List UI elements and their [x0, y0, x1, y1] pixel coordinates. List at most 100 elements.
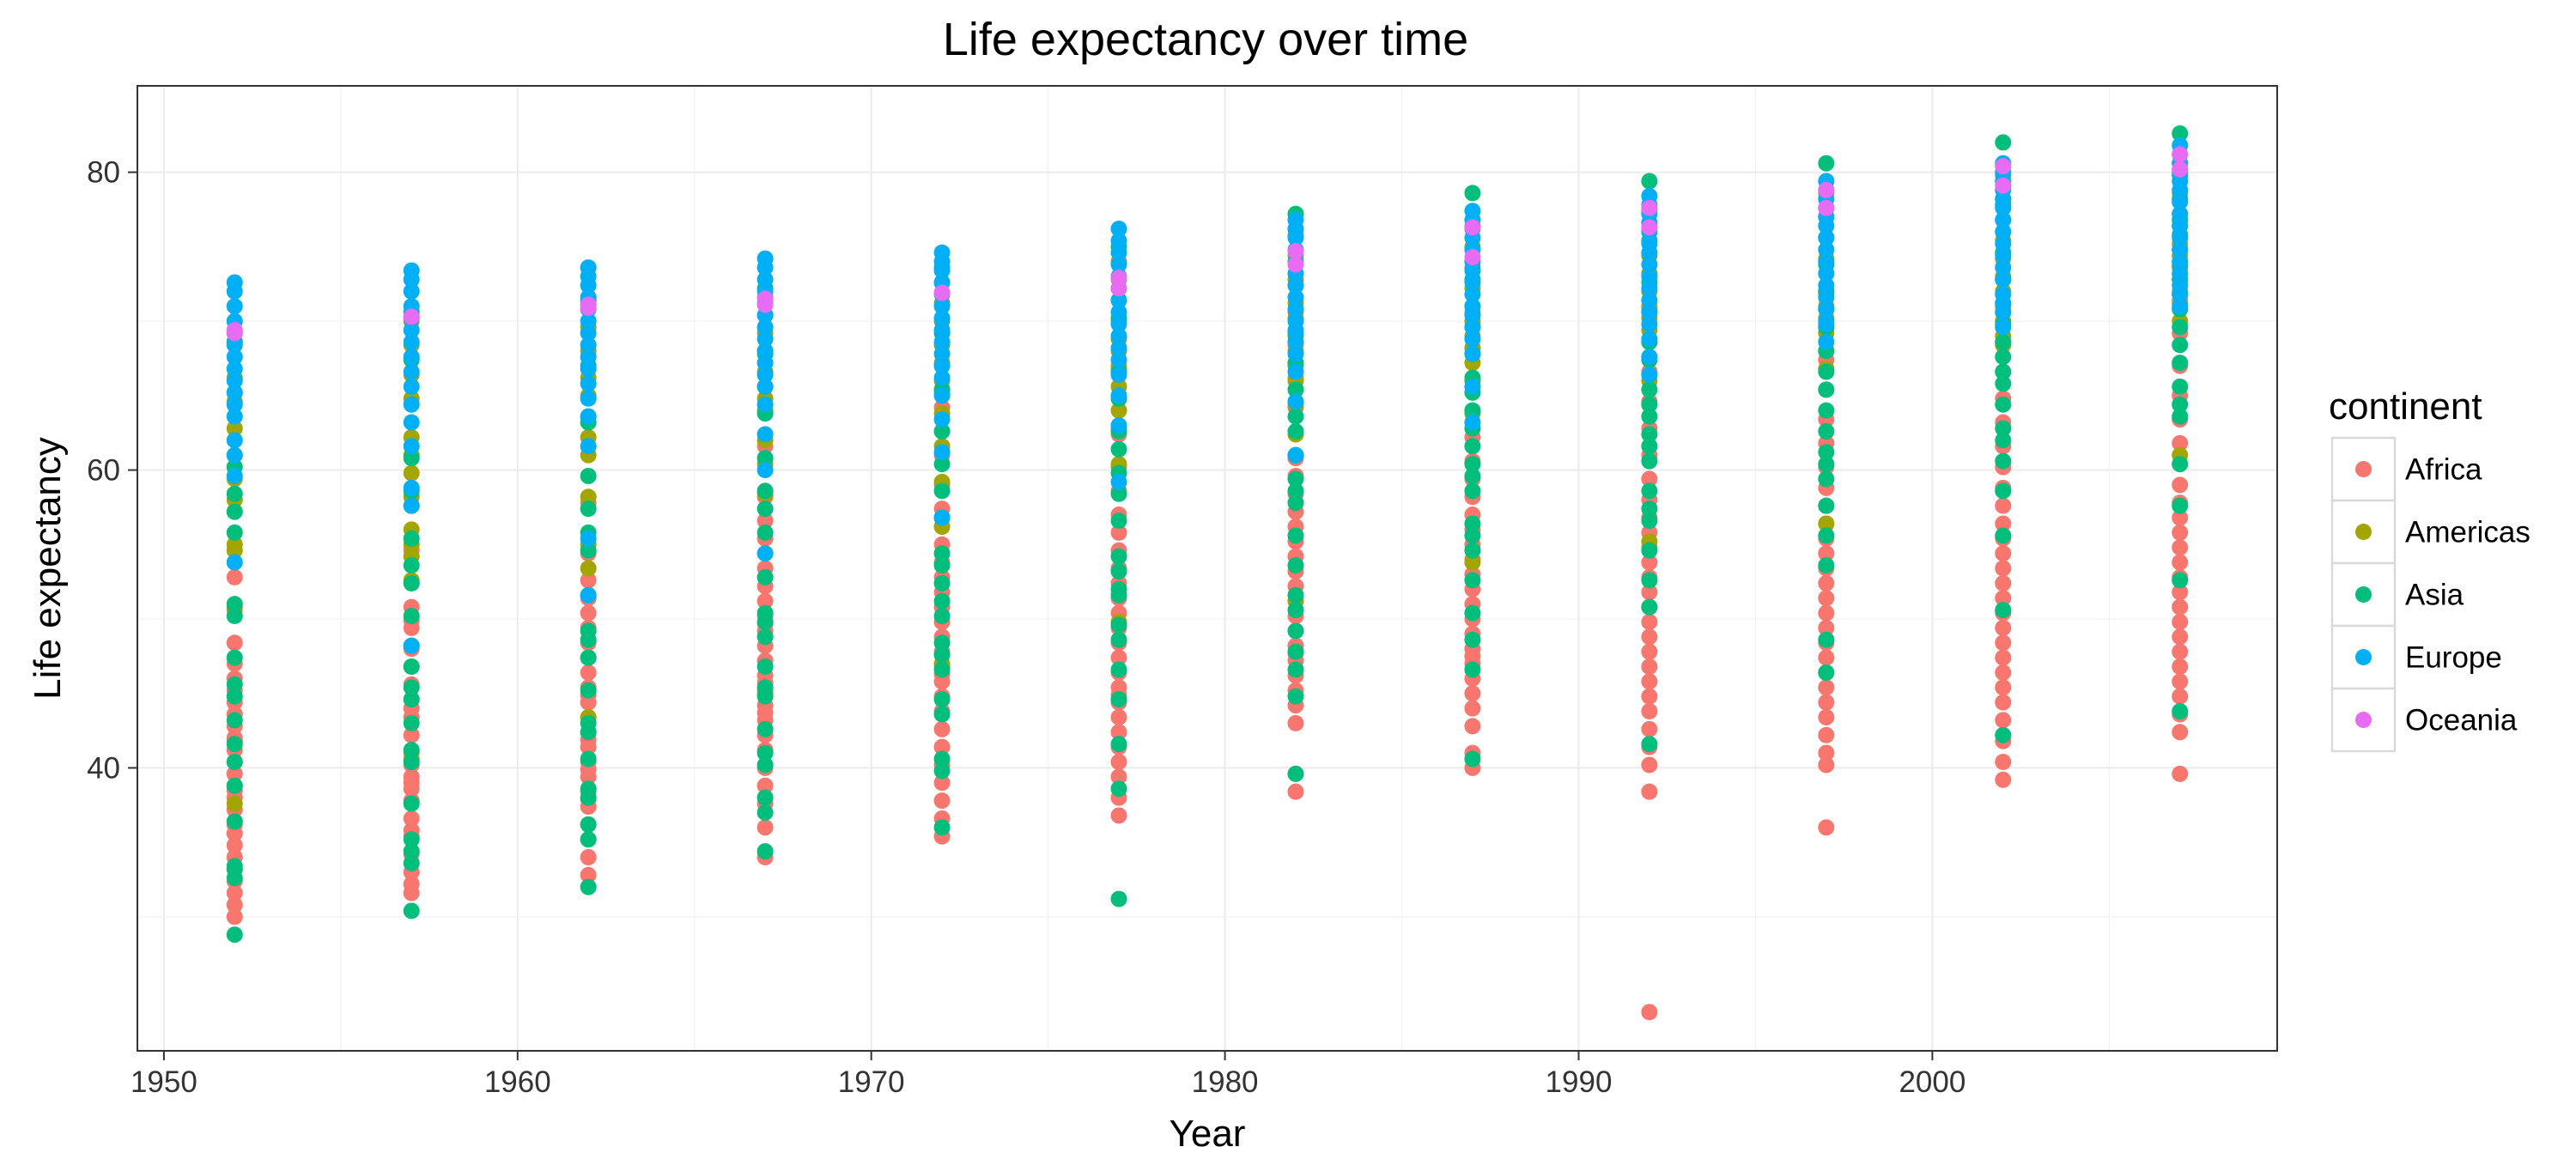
point-europe: [403, 438, 420, 455]
point-asia: [2172, 572, 2189, 589]
point-asia: [1641, 381, 1658, 398]
point-europe: [756, 367, 774, 384]
point-asia: [1464, 542, 1481, 559]
point-africa: [1995, 712, 2012, 729]
data-points: [226, 125, 2189, 1021]
point-asia: [1287, 661, 1304, 678]
point-asia: [1641, 396, 1658, 413]
point-asia: [403, 574, 420, 592]
point-europe: [933, 262, 951, 279]
point-africa: [580, 849, 597, 866]
point-asia: [1995, 527, 2012, 544]
point-asia: [1110, 512, 1127, 529]
point-asia: [1287, 688, 1304, 705]
legend-keys: Africa Americas Asia Europe Oceania: [2330, 436, 2530, 753]
point-europe: [2172, 265, 2189, 282]
point-europe: [2172, 298, 2189, 315]
point-asia: [1641, 501, 1658, 518]
point-europe: [1818, 333, 1835, 350]
point-africa: [1641, 554, 1658, 571]
point-europe: [1287, 345, 1304, 362]
point-europe: [1464, 331, 1481, 348]
point-asia: [1641, 438, 1658, 455]
point-europe: [1110, 292, 1127, 309]
point-africa: [1641, 1004, 1658, 1021]
point-africa: [1995, 497, 2012, 514]
point-asia: [403, 557, 420, 574]
legend-label-americas: Americas: [2405, 516, 2530, 549]
point-asia: [226, 503, 243, 520]
point-europe: [1641, 292, 1658, 309]
point-europe: [1464, 262, 1481, 279]
point-asia: [933, 706, 951, 723]
point-asia: [226, 777, 243, 794]
point-asia: [933, 661, 951, 678]
point-africa: [1818, 744, 1835, 762]
point-asia: [1110, 890, 1127, 907]
point-asia: [226, 753, 243, 770]
point-europe: [2172, 217, 2189, 234]
point-asia: [756, 613, 774, 630]
point-asia: [1464, 515, 1481, 532]
point-asia: [1110, 586, 1127, 604]
point-oceania: [1641, 219, 1658, 236]
point-europe: [226, 396, 243, 413]
point-africa: [1110, 708, 1127, 725]
point-europe: [756, 545, 774, 562]
point-asia: [580, 831, 597, 848]
point-africa: [2172, 509, 2189, 526]
point-africa: [1464, 700, 1481, 717]
point-americas: [226, 420, 243, 437]
point-asia: [226, 858, 243, 875]
point-asia: [1287, 602, 1304, 619]
point-africa: [1995, 771, 2012, 788]
y-axis-title: Life expectancy: [27, 437, 69, 700]
point-asia: [1995, 420, 2012, 437]
point-africa: [1995, 574, 2012, 592]
point-europe: [933, 444, 951, 461]
point-asia: [1641, 512, 1658, 529]
point-asia: [1287, 765, 1304, 782]
point-asia: [580, 780, 597, 798]
point-asia: [1818, 444, 1835, 461]
point-asia: [1287, 557, 1304, 574]
point-europe: [1110, 327, 1127, 344]
point-asia: [1110, 548, 1127, 565]
point-europe: [1818, 265, 1835, 282]
point-europe: [1818, 229, 1835, 246]
point-oceania: [1818, 181, 1835, 198]
point-asia: [2172, 378, 2189, 395]
point-europe: [1641, 304, 1658, 321]
point-asia: [1995, 726, 2012, 743]
panel-border: [137, 85, 2278, 1052]
point-asia: [2172, 355, 2189, 372]
point-africa: [1818, 649, 1835, 666]
point-asia: [1995, 396, 2012, 413]
point-europe: [1110, 416, 1127, 434]
point-africa: [1818, 819, 1835, 836]
point-europe: [933, 411, 951, 428]
point-africa: [226, 765, 243, 782]
point-europe: [403, 363, 420, 380]
point-asia: [1641, 572, 1658, 589]
point-europe: [580, 586, 597, 604]
point-asia: [2172, 396, 2189, 413]
point-americas: [1818, 515, 1835, 532]
point-europe: [2172, 229, 2189, 246]
point-europe: [1995, 199, 2012, 216]
point-asia: [1464, 456, 1481, 473]
point-oceania: [403, 308, 420, 325]
point-africa: [1995, 679, 2012, 696]
point-europe: [580, 361, 597, 378]
point-europe: [580, 408, 597, 425]
point-europe: [1287, 229, 1304, 246]
point-africa: [2172, 724, 2189, 741]
point-asia: [1110, 562, 1127, 580]
point-africa: [403, 726, 420, 743]
point-europe: [1818, 253, 1835, 270]
point-asia: [1641, 598, 1658, 616]
point-asia: [1110, 661, 1127, 678]
point-africa: [2172, 524, 2189, 541]
point-africa: [2172, 539, 2189, 556]
point-americas: [1464, 554, 1481, 571]
